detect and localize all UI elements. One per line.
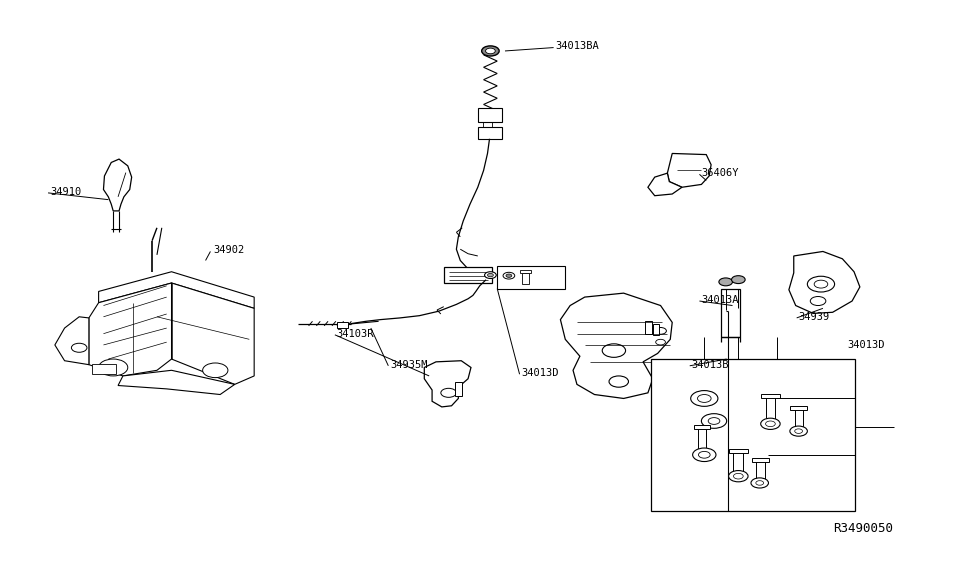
Circle shape	[728, 470, 748, 482]
Polygon shape	[172, 283, 254, 384]
Circle shape	[790, 426, 807, 436]
Circle shape	[486, 48, 495, 54]
Polygon shape	[118, 370, 235, 395]
Circle shape	[690, 391, 718, 406]
Bar	[795, 408, 803, 430]
Polygon shape	[89, 283, 172, 376]
Circle shape	[756, 481, 763, 485]
Circle shape	[655, 328, 666, 335]
Polygon shape	[561, 293, 672, 398]
Bar	[651, 359, 855, 511]
Polygon shape	[424, 361, 471, 407]
Polygon shape	[55, 317, 89, 365]
Circle shape	[731, 276, 745, 284]
Polygon shape	[789, 251, 860, 314]
Text: 34013BA: 34013BA	[556, 41, 600, 52]
Circle shape	[807, 276, 835, 292]
Circle shape	[760, 418, 780, 430]
Circle shape	[733, 473, 743, 479]
Bar	[520, 270, 531, 273]
Circle shape	[71, 343, 87, 352]
Circle shape	[485, 272, 496, 278]
Bar	[765, 397, 775, 422]
Circle shape	[609, 376, 629, 387]
Circle shape	[698, 452, 710, 458]
Bar	[760, 394, 780, 398]
Circle shape	[503, 272, 515, 279]
Circle shape	[810, 297, 826, 306]
Text: R3490050: R3490050	[833, 521, 893, 534]
Bar	[790, 406, 807, 410]
Polygon shape	[98, 272, 254, 308]
Text: 34013D: 34013D	[522, 368, 559, 378]
Circle shape	[751, 478, 768, 488]
Text: 34910: 34910	[50, 187, 81, 197]
Circle shape	[697, 395, 711, 402]
Bar	[497, 266, 566, 289]
Text: 36406Y: 36406Y	[701, 168, 739, 178]
Bar	[478, 109, 502, 122]
Circle shape	[603, 344, 626, 357]
Circle shape	[719, 278, 732, 286]
Circle shape	[814, 280, 828, 288]
Circle shape	[506, 274, 512, 277]
Polygon shape	[103, 159, 132, 211]
Circle shape	[488, 273, 493, 277]
Circle shape	[441, 388, 456, 397]
Bar	[92, 364, 116, 374]
Text: 34013D: 34013D	[847, 340, 884, 350]
Bar	[522, 273, 529, 284]
Bar	[756, 460, 764, 482]
Bar	[693, 425, 710, 429]
Bar	[752, 458, 769, 462]
Text: 34902: 34902	[214, 245, 245, 255]
Text: 34013B: 34013B	[691, 359, 729, 370]
Bar	[721, 289, 740, 337]
Bar	[455, 381, 462, 396]
Text: 34103R: 34103R	[336, 329, 374, 338]
Circle shape	[701, 414, 726, 428]
Circle shape	[795, 429, 802, 434]
Bar	[653, 324, 658, 335]
Circle shape	[98, 359, 128, 376]
Bar	[478, 127, 502, 139]
Bar	[444, 267, 492, 283]
Circle shape	[708, 418, 720, 424]
Polygon shape	[648, 173, 682, 196]
Bar	[336, 323, 348, 328]
Circle shape	[203, 363, 228, 378]
Text: 34935M: 34935M	[390, 359, 428, 370]
Bar	[645, 321, 652, 334]
Bar	[728, 449, 748, 453]
Bar	[697, 428, 706, 451]
Circle shape	[656, 340, 665, 345]
Bar	[733, 451, 743, 474]
Text: 34013A: 34013A	[701, 295, 739, 305]
Circle shape	[482, 46, 499, 56]
Circle shape	[765, 421, 775, 427]
Circle shape	[692, 448, 716, 461]
Text: 34939: 34939	[799, 312, 830, 322]
Polygon shape	[667, 153, 711, 187]
